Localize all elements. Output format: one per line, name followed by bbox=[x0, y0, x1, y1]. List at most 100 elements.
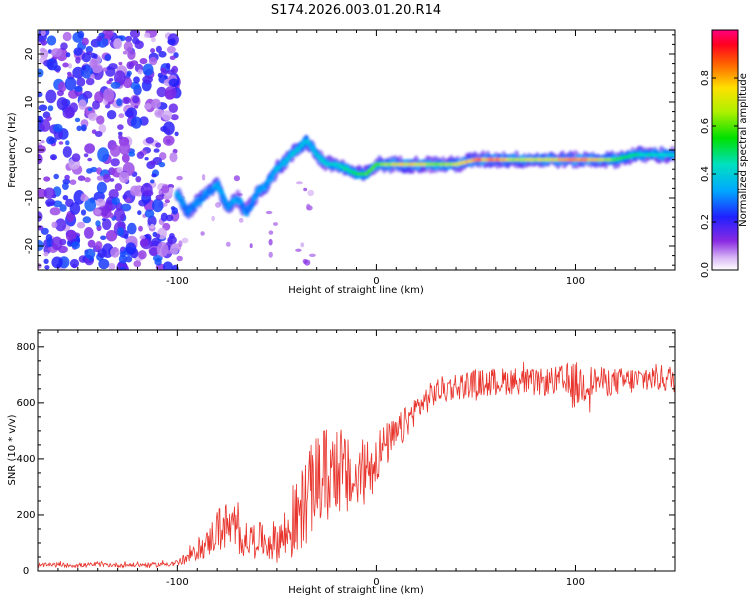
noise-blob bbox=[137, 210, 142, 216]
noise-blob bbox=[120, 203, 132, 212]
noise-blob bbox=[111, 197, 121, 206]
noise-blob bbox=[167, 38, 176, 46]
colorbar-tick-label: 0.4 bbox=[700, 166, 711, 182]
noise-blob bbox=[129, 81, 141, 90]
noise-blob bbox=[95, 220, 101, 227]
noise-blob bbox=[155, 233, 161, 239]
noise-blob bbox=[38, 104, 48, 112]
noise-blob bbox=[118, 171, 130, 183]
noise-blob bbox=[123, 41, 133, 52]
noise-blob bbox=[122, 194, 128, 200]
noise-blob bbox=[167, 69, 174, 75]
chart-title: S174.2026.003.01.20.R14 bbox=[271, 3, 441, 18]
noise-blob bbox=[62, 195, 69, 201]
noise-blob bbox=[101, 30, 114, 40]
noise-blob bbox=[273, 222, 278, 226]
noise-blob bbox=[152, 198, 164, 213]
noise-blob bbox=[89, 58, 98, 69]
noise-blob bbox=[176, 255, 183, 262]
noise-blob bbox=[103, 88, 115, 103]
noise-blob bbox=[158, 189, 163, 195]
ridge-core bbox=[220, 194, 225, 198]
noise-blob bbox=[150, 223, 155, 229]
noise-blob bbox=[102, 173, 111, 183]
noise-blob bbox=[105, 230, 118, 242]
noise-blob bbox=[82, 90, 93, 99]
noise-blob bbox=[40, 39, 48, 46]
noise-blob bbox=[83, 227, 94, 239]
noise-blob bbox=[90, 52, 96, 59]
noise-blob bbox=[215, 202, 221, 208]
noise-blob bbox=[97, 147, 109, 163]
noise-blob bbox=[105, 103, 111, 109]
noise-blob bbox=[142, 75, 154, 84]
noise-blob bbox=[168, 78, 180, 88]
snr-y-ticks: 0 200 400 600 800 bbox=[16, 332, 675, 577]
y-tick-label: -10 bbox=[24, 190, 35, 206]
noise-blob bbox=[181, 237, 189, 244]
noise-blob bbox=[51, 155, 56, 161]
noise-blob bbox=[110, 144, 121, 157]
colorbar-ticks: 0.0 0.2 0.4 0.6 0.8 bbox=[700, 70, 738, 278]
noise-blob bbox=[159, 152, 167, 161]
noise-blob bbox=[119, 266, 126, 270]
noise-blob bbox=[296, 181, 303, 185]
noise-blob bbox=[136, 151, 145, 159]
noise-blob bbox=[40, 140, 45, 144]
noise-blob bbox=[94, 131, 103, 137]
spectrogram-noise-layer bbox=[38, 30, 316, 270]
noise-blob bbox=[46, 58, 58, 71]
noise-blob bbox=[201, 174, 206, 181]
noise-blob bbox=[174, 131, 179, 137]
noise-blob bbox=[163, 202, 168, 207]
noise-blob bbox=[116, 98, 123, 107]
noise-blob bbox=[81, 37, 89, 46]
noise-blob bbox=[72, 66, 84, 79]
noise-blob bbox=[113, 38, 123, 50]
noise-blob bbox=[46, 35, 57, 46]
noise-blob bbox=[80, 209, 87, 216]
noise-blob bbox=[81, 65, 87, 71]
y-tick-label: 800 bbox=[16, 342, 35, 353]
noise-blob bbox=[38, 91, 43, 98]
noise-blob bbox=[96, 181, 107, 194]
noise-blob bbox=[98, 124, 107, 134]
spectrogram-ridge-layer bbox=[174, 134, 675, 220]
noise-blob bbox=[155, 142, 162, 148]
noise-blob bbox=[144, 103, 152, 110]
noise-blob bbox=[49, 207, 61, 216]
noise-blob bbox=[65, 140, 70, 146]
noise-blob bbox=[60, 42, 68, 50]
noise-blob bbox=[122, 96, 131, 105]
noise-blob bbox=[143, 32, 151, 38]
noise-blob bbox=[300, 242, 305, 248]
noise-blob bbox=[163, 135, 175, 146]
noise-blob bbox=[137, 69, 143, 75]
noise-blob bbox=[85, 77, 95, 86]
noise-blob bbox=[108, 78, 114, 82]
colorbar-gradient bbox=[711, 29, 739, 271]
noise-blob bbox=[249, 243, 253, 249]
noise-blob bbox=[114, 70, 126, 86]
noise-blob bbox=[122, 50, 128, 55]
noise-blob bbox=[84, 143, 95, 154]
ridge-core bbox=[222, 198, 227, 202]
ridge-core bbox=[215, 182, 220, 186]
x-tick-label: 0 bbox=[373, 577, 379, 588]
snr-series-line bbox=[38, 361, 675, 569]
noise-blob bbox=[156, 241, 169, 258]
noise-blob bbox=[77, 30, 85, 39]
noise-blob bbox=[44, 265, 50, 270]
noise-blob bbox=[150, 48, 156, 54]
ridge-core bbox=[219, 191, 224, 195]
noise-blob bbox=[125, 35, 133, 43]
noise-blob bbox=[118, 113, 125, 119]
noise-blob bbox=[81, 193, 86, 199]
noise-blob bbox=[102, 67, 108, 72]
noise-blob bbox=[51, 221, 58, 228]
noise-blob bbox=[53, 173, 59, 180]
noise-blob bbox=[139, 58, 148, 65]
noise-blob bbox=[295, 248, 302, 252]
noise-blob bbox=[67, 63, 73, 69]
